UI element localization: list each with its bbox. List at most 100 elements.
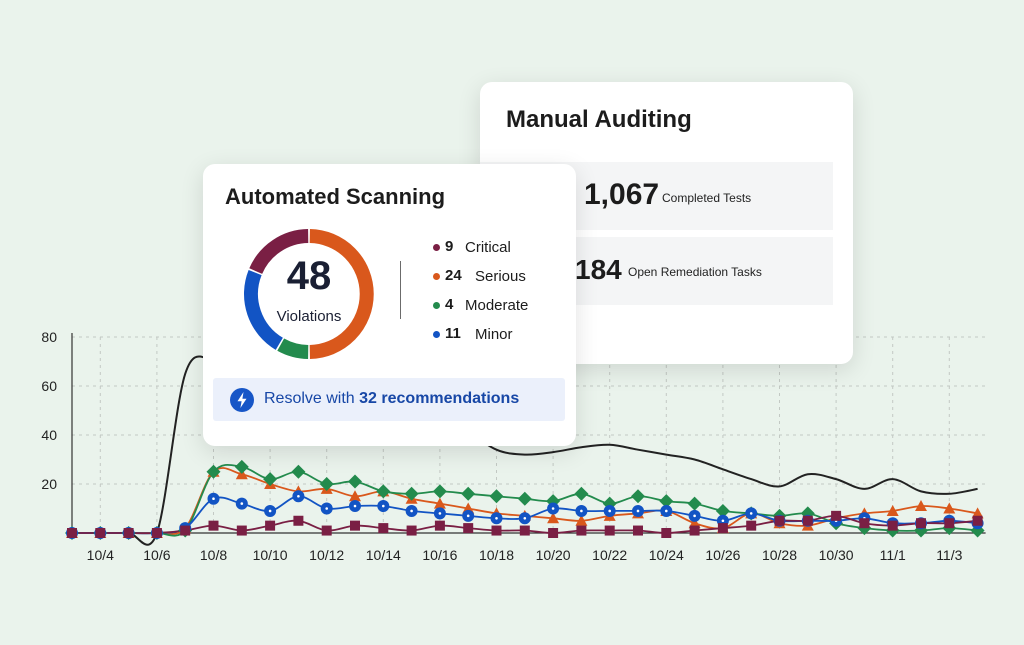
serious-data-point [349,490,361,502]
x-tick-label: 10/12 [309,547,344,563]
moderate-data-point [517,491,532,506]
violations-total-label: Violations [276,308,342,325]
critical-data-point [944,518,955,529]
critical-data-point [604,525,615,536]
moderate-data-point [291,464,306,479]
moderate-data-point [348,474,362,489]
critical-data-point [548,528,559,538]
moderate-data-point [404,486,419,501]
moderate-data-point [263,472,278,487]
critical-data-point [491,525,502,536]
minor-data-point-center [438,512,442,515]
minor-data-point-center [749,512,753,515]
lightning-bolt-icon [230,388,254,412]
y-tick-label: 40 [41,427,57,443]
critical-data-point [661,528,672,538]
critical-segment [249,229,309,275]
x-tick-label: 10/28 [762,547,797,563]
moderate-data-point [631,489,645,504]
minor-data-point-center [268,509,272,513]
x-tick-label: 10/8 [200,547,227,563]
violations-donut-chart [244,229,374,359]
moderate-data-point [319,477,334,491]
critical-data-point [859,518,870,529]
moderate-count: 4 [445,296,454,313]
minor-count: 11 [445,325,461,342]
open-tasks-label: Open Remediation Tasks [628,265,762,279]
critical-data-point [236,525,247,536]
critical-data-point [265,520,276,531]
completed-tests-value: 1,067 [584,178,660,211]
critical-data-point [378,523,389,534]
serious-data-point [547,512,560,524]
critical-data-point [123,528,134,538]
critical-data-point [689,525,700,536]
resolve-prefix: Resolve with [264,390,360,407]
serious-label: Serious [475,268,526,285]
legend-divider [400,261,401,319]
moderate-dot-icon [433,302,440,309]
minor-data-point-center [466,514,470,518]
minor-data-point-center [665,509,668,513]
critical-data-point [746,520,757,531]
moderate-data-point [206,464,221,479]
resolve-recommendations-link[interactable]: Resolve with 32 recommendations [213,378,565,421]
x-tick-label: 10/14 [366,547,401,563]
critical-data-point [208,520,219,531]
moderate-data-point [461,486,476,501]
serious-data-point [433,497,446,509]
x-tick-label: 10/18 [479,547,514,563]
x-tick-label: 10/6 [143,547,170,563]
serious-dot-icon [433,273,440,280]
automated-scanning-card: Automated Scanning 48 Violations 9 Criti… [203,164,576,446]
completed-tests-label: Completed Tests [662,191,752,205]
minor-data-point-center [636,509,640,513]
serious-data-point [688,517,701,529]
moderate-data-point [659,494,674,509]
critical-data-point [774,515,785,526]
y-tick-label: 80 [41,329,57,345]
critical-data-point [95,528,106,538]
open-tasks-value: 184 [575,254,622,285]
critical-data-point [576,525,587,536]
critical-data-point [67,528,77,538]
x-tick-label: 10/24 [649,547,684,563]
x-tick-label: 10/16 [422,547,457,563]
moderate-label: Moderate [465,297,529,314]
minor-data-point-center [297,494,300,498]
y-tick-label: 20 [41,476,57,492]
moderate-data-point [574,486,589,501]
serious-data-point [915,500,927,512]
minor-data-point-center [240,502,244,505]
critical-dot-icon [433,244,440,251]
x-tick-label: 11/1 [880,547,906,563]
moderate-data-point [687,496,702,511]
serious-data-point [575,514,588,526]
critical-data-point [802,515,813,526]
critical-data-point [293,515,304,526]
automated-scanning-title: Automated Scanning [225,184,446,209]
moderate-segment [277,338,309,359]
critical-data-point [831,510,842,521]
moderate-data-point [432,484,447,499]
critical-data-point [406,525,417,536]
x-tick-label: 10/10 [253,547,288,563]
moderate-data-point [715,503,730,518]
critical-label: Critical [465,239,511,256]
critical-data-point [463,523,474,534]
critical-data-point [321,525,332,536]
minor-data-point-center [325,507,329,510]
recommendations-count: 32 recommendations [359,390,520,407]
minor-segment [244,269,284,350]
critical-data-point [350,520,360,531]
x-tick-label: 10/20 [536,547,571,563]
minor-data-point-center [382,504,385,508]
critical-data-point [180,525,191,536]
x-tick-label: 10/22 [592,547,627,563]
minor-data-point-center [608,509,611,513]
critical-data-point [717,523,728,534]
serious-segment [309,229,374,359]
manual-auditing-title: Manual Auditing [506,106,692,133]
minor-data-point-center [410,509,413,513]
